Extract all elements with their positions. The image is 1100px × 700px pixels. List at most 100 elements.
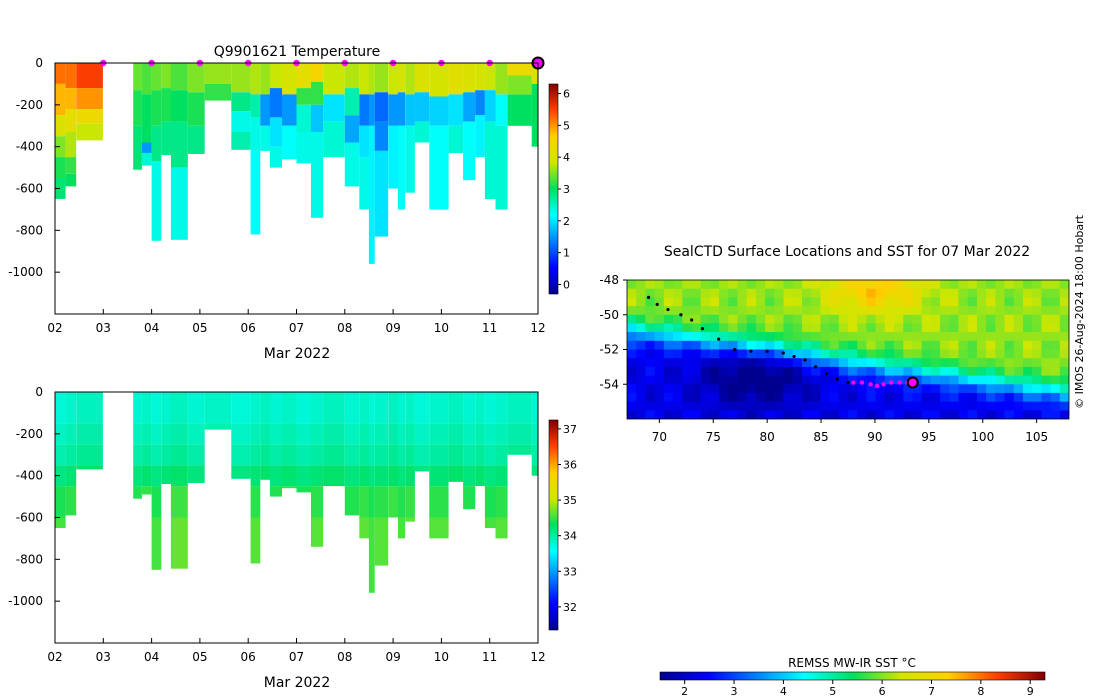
profile-cell [296, 132, 311, 164]
sst-cell [940, 340, 950, 351]
x-tick-label: 02 [47, 321, 62, 335]
profile-cell [187, 392, 205, 424]
sst-cell [912, 314, 923, 325]
sst-cell [755, 349, 766, 359]
profile-cell [344, 465, 360, 487]
sst-cell [857, 288, 867, 298]
sst-cell [838, 410, 849, 419]
profile-cell [133, 90, 142, 126]
sst-cell [1004, 358, 1015, 368]
sst-cell [976, 332, 987, 342]
sst-cell [875, 392, 886, 403]
sst-cell [636, 323, 646, 333]
sst-cell [894, 288, 904, 298]
sst-cell [1050, 375, 1061, 385]
sst-cell [709, 288, 720, 298]
sst-cell [1041, 410, 1052, 419]
colorbar-tick-label: 36 [563, 458, 577, 471]
sst-cell [1041, 366, 1052, 377]
sst-cell [995, 332, 1006, 342]
sst-cell [783, 366, 794, 377]
profile-cell [374, 444, 389, 466]
y-tick-label: -1000 [8, 594, 43, 608]
sst-cell [1032, 288, 1042, 298]
sst-cell [682, 340, 693, 351]
sst-cell [1032, 392, 1042, 403]
sst-cell [654, 392, 665, 403]
sst-cell [645, 358, 656, 368]
sst-cell [1004, 349, 1015, 359]
profile-cell [170, 423, 188, 445]
y-tick-label: 0 [35, 56, 43, 70]
sst-cell [912, 288, 923, 298]
profile-cell [170, 444, 188, 466]
sst-cell [995, 349, 1006, 359]
map-y-ticks: -48 -50 -52 -54 [599, 273, 627, 391]
profile-cell [429, 423, 449, 445]
profile-cell [269, 392, 282, 424]
sst-cell [875, 306, 886, 316]
sst-cell [1059, 332, 1069, 342]
sst-cell [940, 280, 950, 290]
sst-cell [986, 358, 996, 368]
sst-cell [719, 306, 729, 316]
profile-cell [484, 63, 496, 91]
sst-cell [820, 410, 831, 419]
profile-cell [282, 423, 297, 445]
profile-cell [475, 444, 485, 466]
sst-cell [866, 297, 877, 307]
sst-cell [737, 366, 748, 377]
sst-cell [875, 358, 886, 368]
sst-cell [967, 375, 978, 385]
sst-cell [682, 306, 693, 316]
sst-cell [728, 375, 739, 385]
profile-cell [429, 444, 449, 466]
sst-cell [673, 340, 683, 351]
sst-cell [921, 410, 932, 419]
sst-cell [746, 366, 757, 377]
sst-cell [1013, 358, 1024, 368]
profile-cell [250, 94, 261, 118]
sst-cell [986, 349, 996, 359]
sst-cell [894, 358, 904, 368]
sst-cell [682, 280, 693, 290]
sst-cell [654, 306, 665, 316]
sst-cell [792, 349, 803, 359]
sst-cell [792, 323, 803, 333]
profile-cell [507, 63, 532, 76]
sst-cell [663, 323, 674, 333]
profile-cell [484, 90, 496, 122]
profile-cell [531, 83, 538, 147]
colorbar-tick-label: 4 [563, 151, 570, 164]
sst-cell [995, 280, 1006, 290]
sst-cell [673, 410, 683, 419]
x-tick-label: 10 [434, 321, 449, 335]
sst-cell [663, 366, 674, 377]
sst-cell [820, 401, 831, 411]
sst-cell [682, 410, 693, 419]
sst-cell [765, 401, 775, 411]
profile-cell [368, 392, 375, 424]
sst-cell [654, 349, 665, 359]
profile-cell [359, 94, 369, 126]
sst-cell [627, 384, 637, 394]
sst-cell [829, 392, 840, 403]
sst-cell [802, 314, 812, 325]
profile-cell [531, 423, 538, 445]
sst-cell [820, 358, 831, 368]
sst-cell [857, 392, 867, 403]
sst-cell [986, 410, 996, 419]
profile-cell [323, 423, 345, 445]
colorbar-tick-label: 33 [563, 565, 577, 578]
profile-cell [448, 94, 464, 126]
profile-cell [133, 63, 142, 91]
sst-cell [995, 384, 1006, 394]
sst-cell [709, 366, 720, 377]
profile-cell [55, 63, 66, 84]
sst-cell [967, 288, 978, 298]
sst-cell [1050, 401, 1061, 411]
profile-cell [55, 444, 66, 466]
sst-cell [811, 401, 821, 411]
sst-cell [627, 306, 637, 316]
sst-cell [654, 340, 665, 351]
